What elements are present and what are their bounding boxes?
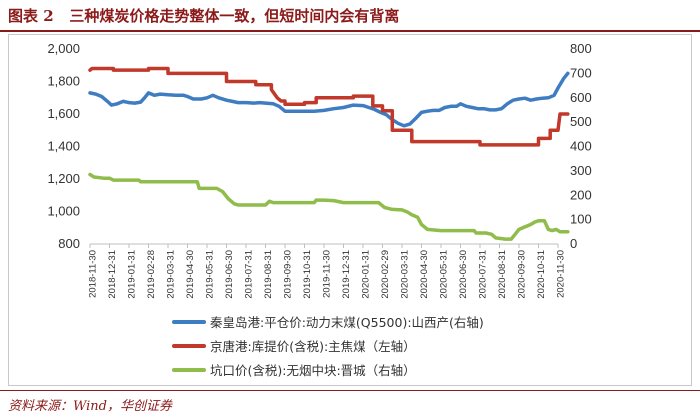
y-left-tick-label: 1,400 (47, 139, 80, 154)
y-right-tick-label: 300 (570, 163, 592, 178)
source-note: 资料来源：Wind，华创证券 (8, 399, 172, 414)
y-left-tick-label: 1,800 (47, 74, 80, 89)
x-tick-label: 2019-02-28 (146, 250, 157, 299)
y-left-tick-label: 1,000 (47, 204, 80, 219)
x-tick-label: 2019-11-30 (322, 250, 333, 298)
y-left-tick-label: 2,000 (47, 41, 80, 56)
figure-title: 图表 2 三种煤炭价格走势整体一致，但短时间内会有背离 (8, 5, 399, 26)
x-tick-label: 2018-11-30 (88, 250, 99, 298)
y-right-tick-label: 600 (570, 90, 592, 105)
x-tick-label: 2020-03-31 (400, 250, 411, 299)
y-right-tick-label: 400 (570, 139, 592, 154)
x-tick-label: 2019-03-31 (166, 250, 177, 299)
series-line-qinhuangdao (88, 71, 570, 128)
x-tick-label: 2019-04-30 (185, 250, 196, 299)
y-left-tick-label: 800 (58, 236, 80, 251)
chart-frame (8, 34, 692, 386)
x-tick-label: 2020-06-30 (458, 250, 469, 299)
x-tick-label: 2019-01-31 (127, 250, 138, 299)
y-right-tick-label: 800 (570, 41, 592, 56)
x-tick-label: 2020-11-30 (556, 250, 567, 298)
y-right-tick-label: 500 (570, 114, 592, 129)
x-tick-label: 2020-04-30 (419, 250, 430, 299)
x-tick-label: 2020-07-31 (478, 250, 489, 299)
series-line-kengkou (88, 172, 570, 241)
x-tick-label: 2020-10-31 (536, 250, 547, 299)
y-right-tick-label: 100 (570, 212, 592, 227)
x-tick-label: 2018-12-31 (107, 250, 118, 299)
legend-qinhuangdao-label: 秦皇岛港:平仓价:动力末煤(Q5500):山西产(右轴) (210, 315, 484, 330)
legend-kengkou-label: 坑口价(含税):无烟中块:晋城（右轴） (210, 363, 416, 378)
figure-heading: 三种煤炭价格走势整体一致，但短时间内会有背离 (69, 7, 400, 25)
legend-jingtang-label: 京唐港:库提价(含税):主焦煤（左轴） (210, 339, 416, 354)
y-right-tick-label: 200 (570, 187, 592, 202)
x-tick-label: 2020-05-31 (439, 250, 450, 299)
x-tick-label: 2019-07-31 (244, 250, 255, 299)
x-tick-label: 2019-06-30 (224, 250, 235, 299)
x-tick-label: 2019-05-31 (205, 250, 216, 299)
title-rule (0, 30, 700, 32)
x-tick-label: 2020-08-31 (497, 250, 508, 299)
y-left-tick-label: 1,200 (47, 171, 80, 186)
x-tick-label: 2020-02-29 (380, 250, 391, 299)
x-tick-label: 2019-10-31 (302, 250, 313, 299)
figure-label: 图表 2 (8, 7, 54, 25)
x-tick-label: 2020-09-30 (517, 250, 528, 299)
x-tick-label: 2019-09-30 (283, 250, 294, 299)
y-left-tick-label: 1,600 (47, 106, 80, 121)
x-tick-label: 2019-08-31 (263, 250, 274, 299)
y-right-tick-label: 700 (570, 65, 592, 80)
title-bar: 图表 2 三种煤炭价格走势整体一致，但短时间内会有背离 (0, 0, 700, 30)
source-rule (0, 390, 700, 391)
x-tick-label: 2019-12-31 (341, 250, 352, 299)
series-line-jingtang (88, 66, 570, 147)
y-right-tick-label: 0 (570, 236, 577, 251)
x-tick-label: 2020-01-31 (361, 250, 372, 299)
